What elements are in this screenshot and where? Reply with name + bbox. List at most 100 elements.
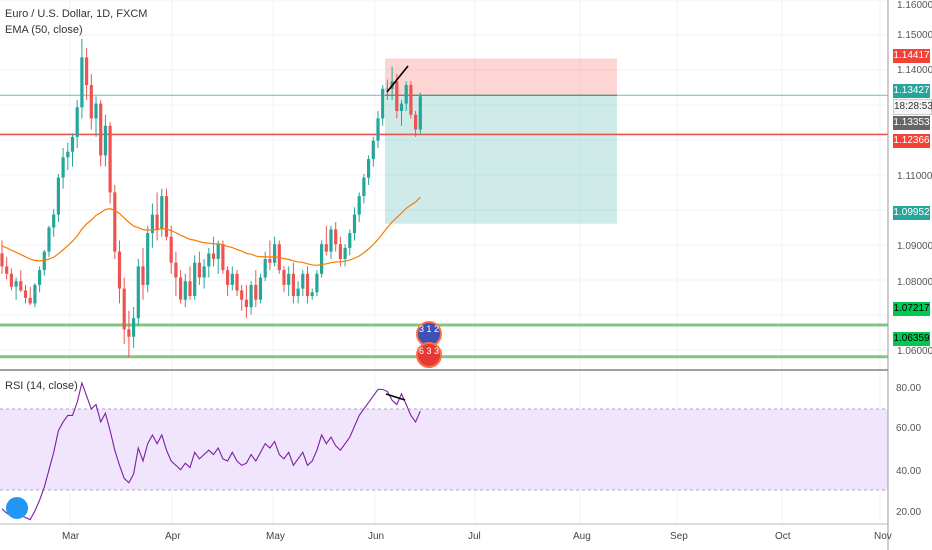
candle-body [89, 85, 93, 119]
candle-body [301, 273, 305, 289]
price-label: 1.14000 [897, 65, 932, 76]
candle-body [305, 273, 310, 296]
candle-body [226, 270, 230, 285]
candle-body [136, 266, 140, 319]
candle-body [329, 229, 333, 252]
candle-body [357, 196, 361, 215]
candle-body [169, 236, 173, 263]
candle-body [216, 244, 220, 259]
trendline-rsi[interactable] [385, 393, 406, 401]
event-text-top: 3 1 2 [419, 324, 440, 334]
candle-body [282, 270, 286, 285]
candle-body [343, 247, 347, 259]
candle-body [19, 281, 23, 291]
price-tag-support-1: 1.07217 [893, 302, 930, 316]
candle-body [117, 251, 122, 289]
candle-body [80, 57, 84, 108]
candle-body [395, 81, 399, 111]
price-tag-entry: 1.13427 [893, 84, 930, 98]
time-axis-label: Oct [775, 531, 791, 542]
candle-body [75, 107, 79, 137]
candle-body [315, 273, 319, 293]
candle-body [348, 233, 352, 248]
candle-body [320, 244, 324, 274]
candle-body [94, 103, 98, 119]
candle-body [38, 270, 42, 285]
price-label: 1.15000 [897, 30, 932, 41]
candle-body [367, 159, 371, 178]
candle-body [202, 266, 206, 278]
candle-body [258, 277, 263, 300]
tradingview-logo[interactable] [6, 497, 28, 519]
candle-body [409, 85, 413, 115]
candle-body [291, 273, 295, 296]
candle-body [127, 329, 131, 337]
candle-body [352, 214, 357, 234]
trendline-price[interactable] [386, 65, 409, 93]
time-axis-label: Jul [468, 531, 481, 542]
price-tag-support-2: 1.06359 [893, 332, 930, 346]
candle-body [28, 297, 32, 304]
event-icons[interactable] [416, 321, 442, 368]
candle-body [160, 196, 164, 230]
symbol-title: Euro / U.S. Dollar, 1D, FXCM [5, 8, 148, 20]
candle-body [56, 177, 60, 215]
rsi-legend[interactable]: RSI (14, close) [5, 380, 78, 392]
candle-body [211, 253, 216, 259]
candle-body [287, 273, 291, 285]
candle-body [155, 214, 159, 230]
candle-body [244, 299, 248, 308]
candle-body [385, 88, 389, 90]
price-tag-line: 1.12366 [893, 134, 930, 148]
candle-body [33, 284, 37, 304]
ema-legend[interactable]: EMA (50, close) [5, 24, 83, 36]
candle-body [85, 57, 89, 86]
candle-body [0, 253, 4, 267]
candle-body [9, 273, 13, 287]
candle-body [108, 125, 112, 193]
countdown-timer: 18:28:53 [893, 99, 932, 115]
candle-body [399, 103, 404, 111]
candle-body [273, 244, 277, 263]
horizontal-lines[interactable] [0, 94, 888, 359]
candle-body [23, 290, 28, 298]
candle-body [113, 192, 117, 252]
candle-body [61, 157, 65, 178]
time-axis-label: Jun [368, 531, 385, 542]
candle-body [179, 277, 183, 300]
candle-body [141, 266, 145, 285]
target-zone[interactable] [385, 95, 617, 224]
rsi-band [0, 409, 888, 490]
candle-body [362, 177, 366, 197]
candle-body [235, 273, 239, 291]
stop-zone[interactable] [385, 58, 617, 96]
price-label: 1.16000 [897, 0, 932, 11]
time-axis-label: Apr [165, 531, 181, 542]
price-label: 1.11000 [897, 171, 932, 182]
candle-body [197, 262, 201, 278]
candle-body [183, 281, 187, 300]
rsi-axis-label: 80.00 [896, 383, 922, 394]
candle-body [263, 259, 267, 278]
candle-body [14, 281, 18, 287]
price-label: 1.06000 [897, 346, 932, 357]
price-label: 1.09000 [897, 241, 932, 252]
candle-body [404, 85, 408, 104]
candle-body [193, 262, 197, 296]
rsi-axis-label: 20.00 [896, 507, 922, 518]
rsi-axis-label: 60.00 [896, 423, 922, 434]
candle-body [99, 103, 103, 156]
candle-body [371, 140, 375, 160]
candle-body [207, 253, 211, 267]
candle-body [240, 290, 244, 300]
position-zones[interactable] [385, 58, 617, 224]
rsi-axis-label: 40.00 [896, 466, 922, 477]
candle-body [230, 273, 234, 285]
time-axis-label: Nov [874, 531, 892, 542]
time-axis-label: Aug [573, 531, 591, 542]
candle-body [70, 136, 75, 152]
candle-body [376, 118, 380, 141]
candle-body [268, 259, 272, 263]
candle-body [146, 233, 150, 285]
